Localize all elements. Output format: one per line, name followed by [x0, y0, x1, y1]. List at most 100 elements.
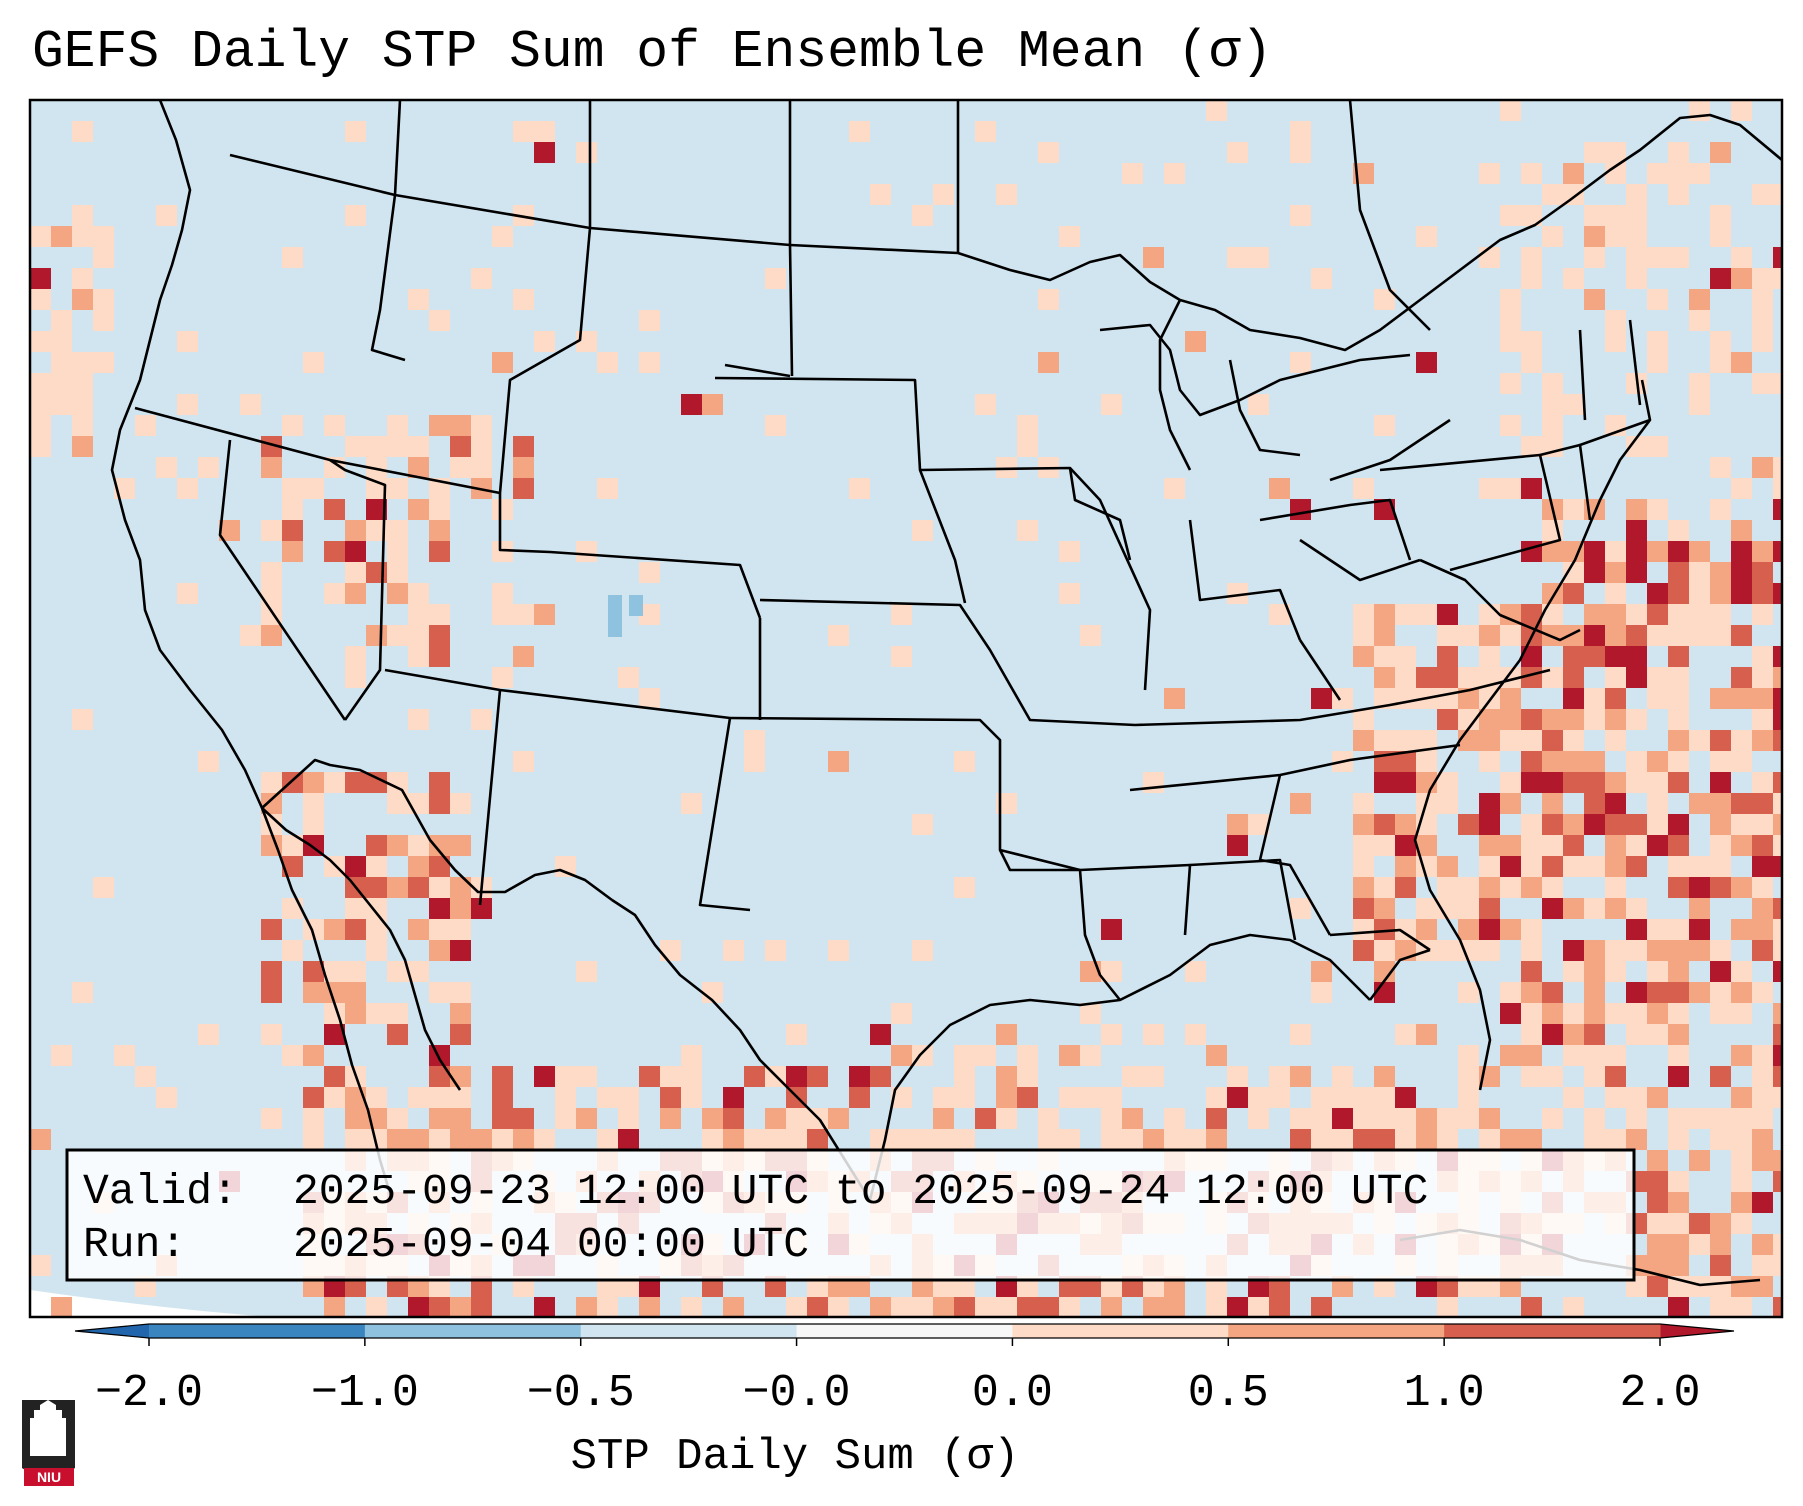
anomaly-cell [1689, 562, 1710, 583]
anomaly-cell [303, 772, 324, 793]
anomaly-cell [1521, 814, 1542, 835]
anomaly-cell [1752, 289, 1773, 310]
anomaly-cell [1500, 730, 1521, 751]
anomaly-cell [282, 1045, 303, 1066]
anomaly-cell [1521, 604, 1542, 625]
anomaly-cell [1668, 919, 1689, 940]
anomaly-cell [681, 394, 702, 415]
anomaly-cell [912, 1297, 933, 1317]
anomaly-cell [492, 541, 513, 562]
anomaly-cell [1752, 373, 1773, 394]
anomaly-cell [1374, 415, 1395, 436]
anomaly-cell [408, 709, 429, 730]
anomaly-cell [1437, 604, 1458, 625]
anomaly-cell [1332, 1087, 1353, 1108]
anomaly-cell [1668, 730, 1689, 751]
anomaly-cell [1752, 562, 1773, 583]
anomaly-cell [1563, 1087, 1584, 1108]
anomaly-cell [1416, 1108, 1437, 1129]
anomaly-cell [1647, 247, 1668, 268]
anomaly-cell [93, 289, 114, 310]
colorbar-bin [580, 1324, 798, 1338]
anomaly-cell [1710, 226, 1731, 247]
anomaly-cell [1752, 268, 1773, 289]
anomaly-cell [1647, 751, 1668, 772]
anomaly-cell [1374, 1108, 1395, 1129]
anomaly-cell [1311, 1087, 1332, 1108]
anomaly-cell [1710, 583, 1731, 604]
anomaly-cell [1563, 394, 1584, 415]
colorbar-tick-label: −1.0 [311, 1368, 419, 1419]
anomaly-cell [1290, 793, 1311, 814]
anomaly-cell [1626, 625, 1647, 646]
anomaly-cell [1647, 1150, 1668, 1171]
anomaly-cell [1521, 1024, 1542, 1045]
anomaly-cell [387, 772, 408, 793]
anomaly-cell [450, 898, 471, 919]
anomaly-cell [534, 142, 555, 163]
anomaly-cell [345, 982, 366, 1003]
anomaly-cell [1563, 835, 1584, 856]
anomaly-cell [72, 982, 93, 1003]
anomaly-cell [1752, 1108, 1773, 1129]
anomaly-cell [429, 499, 450, 520]
anomaly-cell [1437, 1129, 1458, 1150]
anomaly-cell [261, 919, 282, 940]
anomaly-cell [1563, 814, 1584, 835]
anomaly-cell [1290, 1024, 1311, 1045]
anomaly-cell [1122, 1066, 1143, 1087]
anomaly-cell [1374, 919, 1395, 940]
anomaly-cell [1458, 814, 1479, 835]
anomaly-cell [870, 184, 891, 205]
anomaly-cell [807, 1129, 828, 1150]
anomaly-cell [744, 1066, 765, 1087]
anomaly-cell [1374, 772, 1395, 793]
anomaly-cell [1353, 1087, 1374, 1108]
anomaly-cell [1416, 604, 1437, 625]
anomaly-cell [1185, 1024, 1206, 1045]
anomaly-cell [387, 877, 408, 898]
anomaly-cell [1290, 1129, 1311, 1150]
anomaly-cell [1458, 1066, 1479, 1087]
anomaly-cell [345, 436, 366, 457]
anomaly-cell [1752, 814, 1773, 835]
anomaly-cell [1458, 1087, 1479, 1108]
anomaly-cell [1374, 289, 1395, 310]
anomaly-cell [1563, 541, 1584, 562]
anomaly-cell [72, 415, 93, 436]
anomaly-cell [1059, 541, 1080, 562]
anomaly-cell [303, 1087, 324, 1108]
anomaly-cell [51, 226, 72, 247]
anomaly-cell [1689, 982, 1710, 1003]
anomaly-cell [324, 1066, 345, 1087]
anomaly-cell [1416, 1129, 1437, 1150]
anomaly-cell [1689, 289, 1710, 310]
anomaly-cell [1605, 793, 1626, 814]
anomaly-cell [1500, 331, 1521, 352]
anomaly-cell [1563, 709, 1584, 730]
anomaly-cell [912, 205, 933, 226]
anomaly-cell [1437, 1108, 1458, 1129]
anomaly-cell [1626, 247, 1647, 268]
anomaly-cell [1773, 1066, 1782, 1087]
anomaly-cell [1689, 163, 1710, 184]
anomaly-cell [261, 625, 282, 646]
anomaly-cell [954, 1087, 975, 1108]
anomaly-cell [1122, 1129, 1143, 1150]
anomaly-cell [1626, 982, 1647, 1003]
anomaly-cell [1458, 667, 1479, 688]
anomaly-cell [1584, 142, 1605, 163]
anomaly-cell [1206, 1297, 1227, 1317]
anomaly-cell [996, 184, 1017, 205]
anomaly-cell [513, 1108, 534, 1129]
anomaly-cell [1731, 688, 1752, 709]
anomaly-cell [1626, 520, 1647, 541]
anomaly-cell [1689, 604, 1710, 625]
anomaly-cell-negative [608, 595, 622, 616]
anomaly-cell [1101, 1024, 1122, 1045]
anomaly-cell [1227, 142, 1248, 163]
anomaly-cell [1521, 856, 1542, 877]
anomaly-cell [1689, 1234, 1710, 1255]
anomaly-cell [1731, 919, 1752, 940]
anomaly-cell [1626, 1129, 1647, 1150]
